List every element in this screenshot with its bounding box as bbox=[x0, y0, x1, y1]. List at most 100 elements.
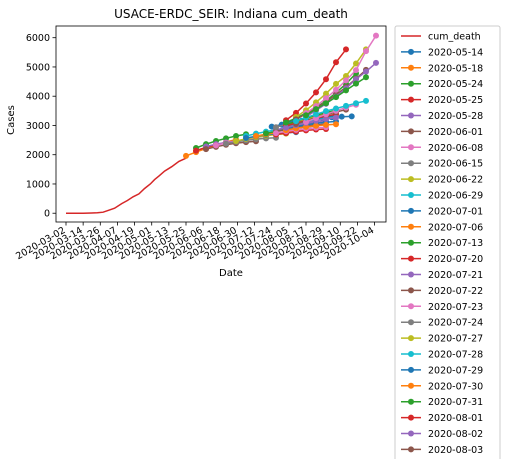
forecast-point bbox=[353, 100, 359, 106]
forecast-point bbox=[343, 103, 349, 109]
forecast-point bbox=[343, 77, 349, 83]
legend-label: 2020-07-21 bbox=[428, 270, 483, 281]
legend-label: 2020-08-02 bbox=[428, 429, 483, 440]
legend-label: 2020-07-29 bbox=[428, 365, 483, 376]
legend-marker bbox=[408, 208, 414, 214]
legend-marker bbox=[408, 144, 414, 150]
forecast-point bbox=[213, 142, 219, 148]
legend-label: 2020-06-15 bbox=[428, 159, 483, 170]
forecast-point bbox=[333, 94, 339, 100]
legend-label: 2020-08-01 bbox=[428, 413, 483, 424]
forecast-point bbox=[273, 124, 279, 130]
legend-marker bbox=[408, 160, 414, 166]
legend-marker bbox=[408, 176, 414, 182]
forecast-point bbox=[293, 118, 299, 124]
forecast-point bbox=[223, 141, 229, 147]
chart-title: USACE-ERDC_SEIR: Indiana cum_death bbox=[114, 7, 348, 21]
legend-label: 2020-07-24 bbox=[428, 318, 483, 329]
legend-label: 2020-05-18 bbox=[428, 63, 483, 74]
forecast-point bbox=[333, 121, 339, 127]
forecast-point bbox=[363, 69, 369, 75]
legend-label: 2020-07-13 bbox=[428, 238, 483, 249]
legend-marker bbox=[408, 81, 414, 87]
y-tick-label: 2000 bbox=[26, 150, 50, 161]
legend-marker bbox=[408, 224, 414, 230]
forecast-point bbox=[323, 108, 329, 114]
forecast-point bbox=[283, 125, 289, 131]
legend-marker bbox=[408, 65, 414, 71]
legend: cum_death 2020-05-14 2020-05-18 2020-05-24 2… bbox=[395, 26, 500, 459]
observed-line bbox=[66, 158, 186, 213]
legend-label: 2020-07-20 bbox=[428, 254, 483, 265]
legend-marker bbox=[408, 256, 414, 262]
legend-label: 2020-06-22 bbox=[428, 175, 483, 186]
forecast-point bbox=[349, 113, 355, 119]
legend-label: 2020-07-27 bbox=[428, 334, 483, 345]
forecast-point bbox=[339, 114, 345, 120]
forecast-point bbox=[333, 59, 339, 65]
y-tick-label: 3000 bbox=[26, 121, 50, 132]
legend-label: 2020-07-31 bbox=[428, 397, 483, 408]
legend-marker bbox=[408, 399, 414, 405]
legend-marker bbox=[408, 49, 414, 55]
forecast-point bbox=[253, 133, 259, 139]
y-tick-label: 1000 bbox=[26, 179, 50, 190]
legend-marker bbox=[408, 335, 414, 341]
legend-label: cum_death bbox=[428, 32, 481, 43]
legend-label: 2020-07-06 bbox=[428, 222, 483, 233]
legend-label: 2020-07-30 bbox=[428, 381, 483, 392]
forecast-point bbox=[353, 67, 359, 73]
legend-label: 2020-06-29 bbox=[428, 191, 483, 202]
y-tick-label: 0 bbox=[44, 209, 50, 220]
forecast-point bbox=[313, 111, 319, 117]
forecast-point bbox=[323, 76, 329, 82]
legend-marker bbox=[408, 272, 414, 278]
forecast-point bbox=[313, 89, 319, 95]
forecast-point bbox=[373, 60, 379, 66]
forecast-point bbox=[323, 122, 329, 128]
legend-label: 2020-05-14 bbox=[428, 47, 483, 58]
forecast-point bbox=[333, 105, 339, 111]
forecast-point bbox=[303, 112, 309, 118]
legend-marker bbox=[408, 240, 414, 246]
legend-marker bbox=[408, 192, 414, 198]
legend-marker bbox=[408, 383, 414, 389]
legend-marker bbox=[408, 367, 414, 373]
legend-marker bbox=[408, 431, 414, 437]
legend-marker bbox=[408, 97, 414, 103]
forecast-point bbox=[233, 138, 239, 144]
forecast-point bbox=[263, 130, 269, 136]
forecast-point bbox=[273, 130, 279, 136]
legend-label: 2020-05-24 bbox=[428, 79, 483, 90]
legend-label: 2020-07-22 bbox=[428, 286, 483, 297]
legend-marker bbox=[408, 446, 414, 452]
legend-label: 2020-06-08 bbox=[428, 143, 483, 154]
forecast-point bbox=[283, 120, 289, 126]
legend-marker bbox=[408, 415, 414, 421]
forecast-point bbox=[363, 74, 369, 80]
x-axis-label: Date bbox=[219, 268, 243, 279]
y-tick-label: 6000 bbox=[26, 33, 50, 44]
y-tick-label: 5000 bbox=[26, 62, 50, 73]
forecast-point bbox=[323, 100, 329, 106]
forecast-point bbox=[343, 46, 349, 52]
forecast-point bbox=[333, 87, 339, 93]
legend-marker bbox=[408, 287, 414, 293]
forecast-point bbox=[193, 148, 199, 154]
legend-marker bbox=[408, 319, 414, 325]
legend-label: 2020-05-25 bbox=[428, 95, 483, 106]
legend-label: 2020-05-28 bbox=[428, 111, 483, 122]
forecast-point bbox=[353, 81, 359, 87]
forecast-point bbox=[363, 48, 369, 54]
legend-label: 2020-07-28 bbox=[428, 350, 483, 361]
forecast-point bbox=[203, 146, 209, 152]
legend-marker bbox=[408, 351, 414, 357]
forecast-point bbox=[183, 153, 189, 159]
y-tick-label: 4000 bbox=[26, 92, 50, 103]
forecast-point bbox=[373, 33, 379, 39]
forecast-point bbox=[313, 106, 319, 112]
legend-label: 2020-08-03 bbox=[428, 445, 483, 456]
forecast-point bbox=[333, 81, 339, 87]
plot-area: 01000200030004000500060002020-03-022020-… bbox=[14, 26, 386, 262]
forecast-point bbox=[243, 135, 249, 141]
